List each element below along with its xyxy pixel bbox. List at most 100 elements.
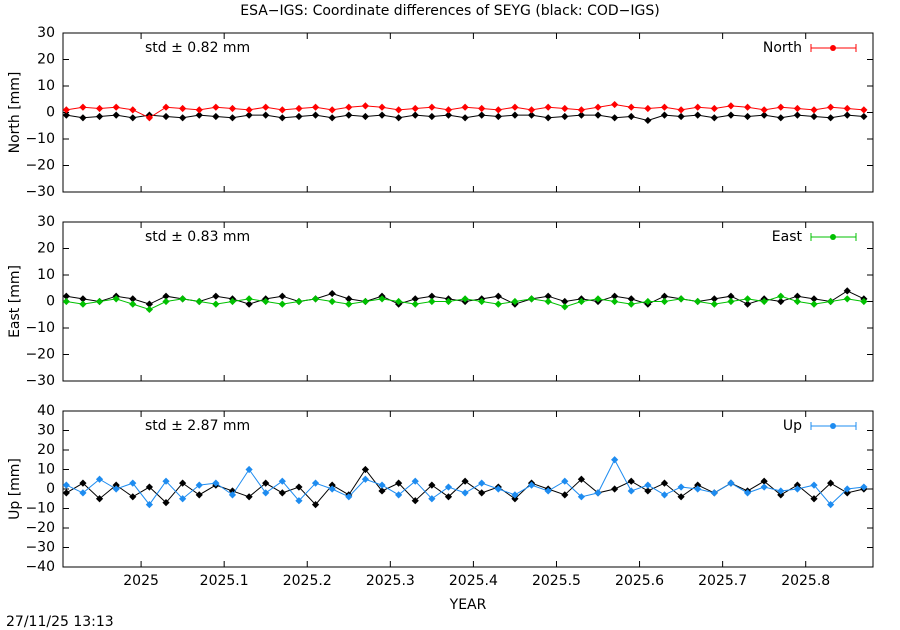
y-tick-label: −30 xyxy=(25,184,55,200)
data-point xyxy=(162,297,170,306)
annotation: std ± 0.83 mm xyxy=(145,229,250,245)
data-point xyxy=(611,100,619,109)
y-tick-label: 10 xyxy=(37,78,55,94)
data-point xyxy=(793,292,801,300)
legend-marker xyxy=(830,45,836,51)
data-point xyxy=(644,297,652,306)
data-point xyxy=(860,483,868,491)
data-point xyxy=(810,300,818,308)
data-point xyxy=(411,104,419,113)
data-point xyxy=(411,300,419,308)
data-point xyxy=(527,106,536,114)
data-point xyxy=(95,475,104,483)
data-point xyxy=(112,295,120,303)
y-tick-label: −20 xyxy=(25,158,55,174)
data-point xyxy=(428,103,436,111)
data-point xyxy=(129,106,137,114)
data-point xyxy=(311,295,320,303)
data-point xyxy=(611,485,619,493)
data-point xyxy=(860,106,868,114)
data-point xyxy=(611,292,619,300)
data-point xyxy=(95,297,104,306)
data-point xyxy=(743,300,752,308)
data-point xyxy=(79,103,87,111)
timestamp: 27/11/25 13:13 xyxy=(6,614,114,630)
data-point xyxy=(262,489,270,497)
data-point xyxy=(478,111,486,119)
y-tick-label: 20 xyxy=(37,442,55,458)
data-point xyxy=(311,103,320,111)
data-point xyxy=(345,111,353,119)
data-point xyxy=(594,295,602,303)
data-point xyxy=(228,491,237,499)
data-point xyxy=(345,103,353,111)
data-point xyxy=(843,104,851,113)
data-point xyxy=(710,300,718,308)
data-point xyxy=(228,114,237,122)
data-point xyxy=(694,485,702,493)
data-point xyxy=(743,295,752,303)
data-point xyxy=(295,297,303,306)
y-tick-label: 30 xyxy=(37,423,55,439)
data-point xyxy=(79,479,87,487)
data-point xyxy=(411,497,419,505)
data-point xyxy=(461,477,469,485)
data-point xyxy=(677,112,685,121)
data-point xyxy=(760,477,768,485)
data-point xyxy=(62,106,70,114)
data-point xyxy=(378,111,386,119)
data-point xyxy=(710,295,718,303)
data-point xyxy=(212,112,220,121)
data-point xyxy=(129,300,137,308)
data-point xyxy=(145,114,153,122)
data-point xyxy=(644,481,652,489)
data-point xyxy=(627,300,635,308)
data-point xyxy=(860,112,868,121)
data-point xyxy=(112,103,120,111)
data-point xyxy=(62,297,70,306)
data-point xyxy=(561,297,569,306)
data-point xyxy=(195,111,203,119)
data-point xyxy=(561,477,569,485)
data-point xyxy=(478,104,486,113)
data-point xyxy=(727,479,735,487)
data-point xyxy=(511,111,519,119)
data-point xyxy=(644,116,652,125)
data-point xyxy=(494,485,502,493)
data-point xyxy=(328,481,336,489)
legend-label: North xyxy=(763,40,802,56)
data-point xyxy=(179,295,187,303)
data-point xyxy=(727,102,735,110)
data-point xyxy=(112,481,120,489)
x-tick-label: 2025.1 xyxy=(200,573,249,589)
data-point xyxy=(478,489,486,497)
data-point xyxy=(245,111,253,119)
data-point xyxy=(212,300,220,308)
x-tick-label: 2025.8 xyxy=(781,573,830,589)
data-point xyxy=(727,111,735,119)
data-point xyxy=(843,489,851,497)
y-axis-label: East [mm] xyxy=(7,265,23,338)
data-point xyxy=(611,456,619,464)
data-point xyxy=(245,493,253,501)
data-point xyxy=(179,104,187,113)
data-point xyxy=(694,297,702,306)
data-point xyxy=(827,103,835,111)
y-tick-label: 20 xyxy=(37,241,55,257)
data-point xyxy=(727,292,735,300)
data-point xyxy=(328,485,336,493)
data-point xyxy=(179,495,187,503)
data-point xyxy=(694,103,702,111)
data-point xyxy=(511,297,519,306)
data-point xyxy=(395,491,403,499)
y-tick-label: 30 xyxy=(37,214,55,230)
data-point xyxy=(62,489,70,497)
data-point xyxy=(544,297,552,306)
data-point xyxy=(245,106,253,114)
y-tick-label: −40 xyxy=(25,559,55,575)
data-point xyxy=(79,489,87,497)
data-point xyxy=(660,292,669,300)
data-point xyxy=(810,481,818,489)
data-point xyxy=(278,300,286,308)
